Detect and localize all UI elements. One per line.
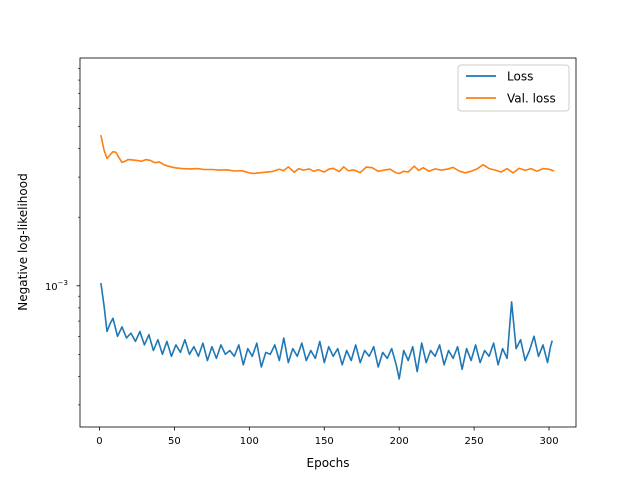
legend: Loss Val. loss [457, 64, 570, 112]
x-tick-label: 200 [390, 436, 409, 447]
y-axis-label: Negative log-likelihood [16, 173, 30, 310]
series-layer [100, 134, 555, 380]
plot-area [100, 134, 555, 380]
x-axis-label: Epochs [307, 456, 350, 470]
x-tick-label: 250 [465, 436, 484, 447]
y-tick-label: 10−3 [45, 279, 68, 293]
legend-label-val-loss: Val. loss [507, 92, 556, 106]
x-tick-label: 100 [240, 436, 259, 447]
x-tick-label: 50 [168, 436, 181, 447]
series-line-loss [100, 282, 553, 380]
axes-frame [79, 57, 577, 428]
x-ticks: 0 50 100 150 200 250 300 [96, 427, 559, 447]
legend-label-loss: Loss [507, 70, 533, 84]
series-line-val-loss [100, 134, 555, 175]
x-tick-label: 0 [96, 436, 102, 447]
y-ticks: 10−3 [45, 68, 80, 406]
x-tick-label: 150 [315, 436, 334, 447]
x-tick-label: 300 [539, 436, 558, 447]
